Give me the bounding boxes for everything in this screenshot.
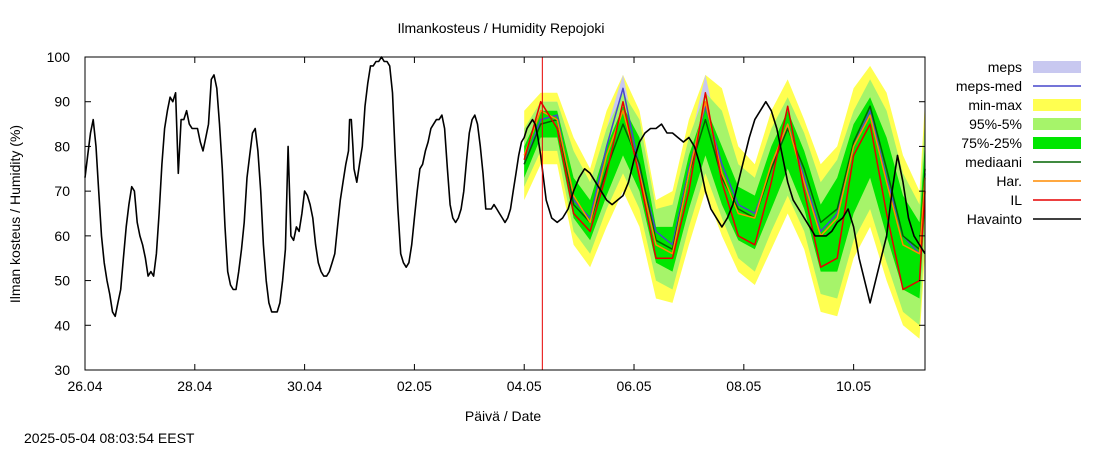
timestamp: 2025-05-04 08:03:54 EEST bbox=[24, 430, 195, 446]
x-axis-label: Päivä / Date bbox=[465, 408, 541, 424]
x-tick-label: 10.05 bbox=[836, 378, 871, 394]
x-tick-label: 02.05 bbox=[397, 378, 432, 394]
legend-label: meps bbox=[988, 59, 1022, 75]
x-axis: 26.04 28.04 30.04 02.05 04.05 06.05 08.05 10.05 bbox=[67, 57, 871, 394]
y-tick-label: 60 bbox=[54, 228, 70, 244]
legend: meps meps-med min-max 95%-5% 75%-25% mediaani… bbox=[956, 59, 1081, 227]
legend-label: Havainto bbox=[967, 211, 1022, 227]
y-tick-label: 50 bbox=[54, 273, 70, 289]
x-tick-label: 08.05 bbox=[726, 378, 761, 394]
legend-label: 75%-25% bbox=[961, 135, 1022, 151]
legend-label: IL bbox=[1010, 192, 1022, 208]
y-tick-label: 30 bbox=[54, 362, 70, 378]
legend-label: min-max bbox=[968, 97, 1022, 113]
legend-label: Har. bbox=[996, 173, 1022, 189]
y-tick-label: 100 bbox=[47, 49, 71, 65]
il-line bbox=[523, 92, 926, 291]
x-tick-label: 30.04 bbox=[287, 378, 322, 394]
y-axis-label: Ilman kosteus / Humidity (%) bbox=[7, 125, 23, 303]
band-75-25 bbox=[524, 97, 925, 299]
plot-frame bbox=[84, 56, 926, 371]
legend-swatch bbox=[1033, 99, 1081, 111]
y-tick-label: 70 bbox=[54, 183, 70, 199]
legend-label: 95%-5% bbox=[969, 116, 1022, 132]
chart-title: Ilmankosteus / Humidity Repojoki bbox=[398, 20, 605, 36]
y-axis: 30 40 50 60 70 80 90 100 bbox=[47, 49, 925, 378]
meps-med-line bbox=[523, 87, 926, 255]
y-tick-label: 40 bbox=[54, 317, 70, 333]
legend-swatch bbox=[1033, 61, 1081, 73]
x-tick-label: 28.04 bbox=[177, 378, 212, 394]
y-tick-label: 80 bbox=[54, 138, 70, 154]
legend-label: mediaani bbox=[965, 154, 1022, 170]
harmonie-line bbox=[523, 100, 926, 255]
x-tick-label: 06.05 bbox=[616, 378, 651, 394]
plot-area bbox=[84, 56, 926, 370]
legend-swatch bbox=[1033, 137, 1081, 149]
y-tick-label: 90 bbox=[54, 94, 70, 110]
x-tick-label: 26.04 bbox=[67, 378, 102, 394]
legend-swatch bbox=[1033, 118, 1081, 130]
observation-line bbox=[84, 56, 926, 318]
x-tick-label: 04.05 bbox=[507, 378, 542, 394]
legend-label: meps-med bbox=[956, 78, 1022, 94]
